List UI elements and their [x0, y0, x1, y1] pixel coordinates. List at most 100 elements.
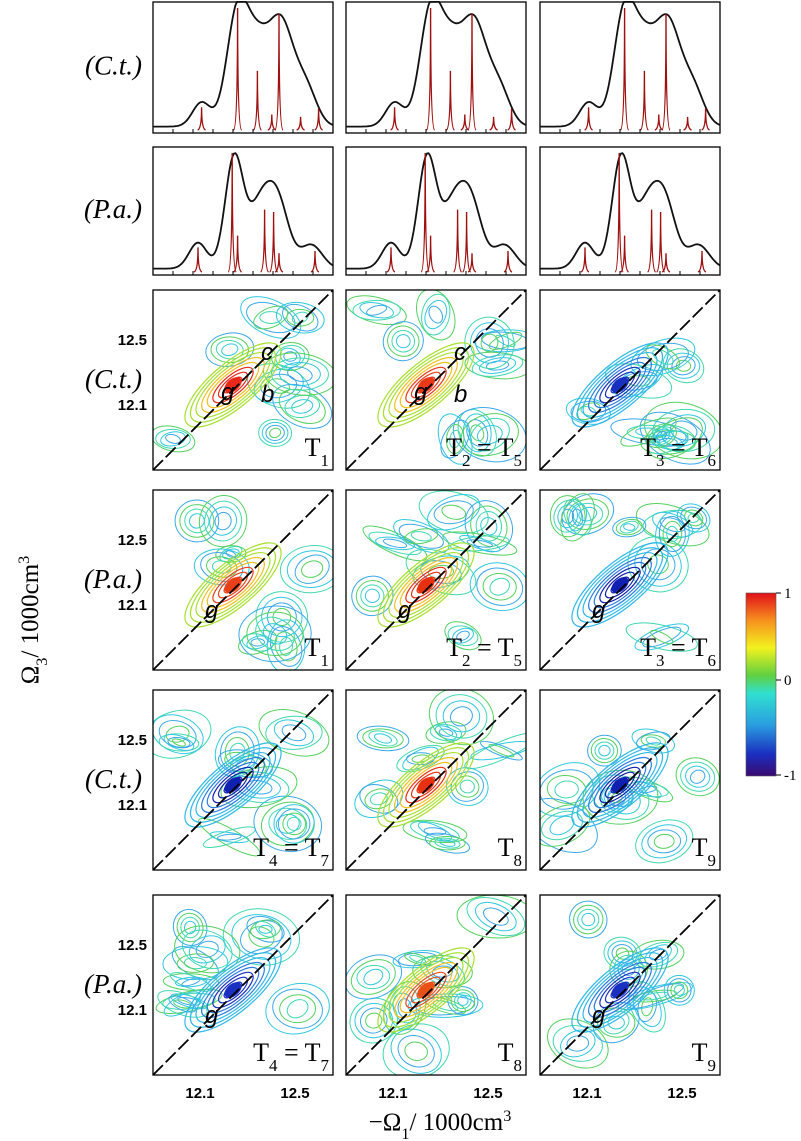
contour-map — [153, 490, 333, 670]
contour-line — [438, 728, 454, 737]
contour-line — [364, 788, 394, 810]
contour-core — [417, 377, 435, 393]
contour-line — [604, 371, 636, 399]
text-part: T — [305, 633, 321, 662]
spectrum-line — [314, 108, 323, 131]
contour-line — [645, 423, 677, 449]
contour-line — [169, 972, 213, 992]
diagonal — [346, 290, 526, 470]
spectrum-curve — [153, 152, 334, 270]
contour-line — [658, 515, 686, 553]
contour-line — [181, 929, 233, 970]
contour-line — [189, 547, 277, 623]
x-tick-label: 12.1 — [185, 1085, 214, 1102]
point-label: g — [414, 379, 428, 406]
diagonal — [346, 490, 526, 670]
contour-line — [475, 901, 517, 932]
contour-line — [278, 362, 321, 387]
contour-line — [270, 357, 329, 391]
contour-line — [489, 577, 510, 596]
panel-frame — [539, 894, 721, 1076]
contour-line — [382, 538, 408, 549]
contour-line — [452, 627, 474, 644]
y-tick-label: 12.1 — [118, 1002, 147, 1019]
contour-map — [153, 895, 333, 1075]
text-part: T — [692, 833, 708, 862]
contour-line — [684, 509, 704, 527]
spectrum-curve — [540, 0, 721, 128]
script-text: 8 — [514, 851, 522, 870]
contour-line — [272, 988, 323, 1029]
contour-line — [409, 954, 427, 964]
contour-core — [224, 982, 242, 998]
panel-frame — [345, 894, 527, 1076]
text-part: = T — [664, 433, 707, 462]
contour-line — [428, 564, 455, 580]
contour-line — [198, 495, 248, 548]
contour-line — [676, 503, 711, 533]
diagonal — [540, 895, 720, 1075]
spectrum-line — [467, 14, 477, 131]
contour-core — [224, 777, 242, 793]
contour-line — [269, 626, 303, 667]
contour-map — [346, 290, 526, 470]
contour-line — [377, 947, 475, 1033]
point-label: c — [454, 339, 466, 366]
spectrum-line — [227, 152, 237, 273]
contour-line — [382, 321, 424, 362]
contour-line — [279, 545, 333, 594]
contour-line — [177, 996, 201, 1006]
contour-line — [670, 981, 689, 1000]
contour-line — [258, 418, 293, 447]
contour-map — [346, 895, 526, 1075]
point-label: c — [261, 339, 273, 366]
spectrum-line — [445, 70, 455, 131]
text-part: / 1000cm — [17, 563, 44, 657]
contour-line — [214, 726, 260, 778]
contour-line — [635, 427, 662, 437]
contour-line — [362, 728, 404, 749]
contour-core — [224, 377, 242, 393]
y-tick-label: 12.1 — [118, 397, 147, 414]
contour-panel — [152, 689, 334, 871]
contour-line — [576, 547, 664, 623]
contour-line — [637, 991, 657, 1023]
contour-line — [480, 333, 499, 353]
contour-line — [633, 989, 678, 1003]
contour-line — [435, 694, 488, 739]
contour-line — [269, 427, 282, 439]
x-axis-label: −Ω1/ 1000cm3 — [369, 1107, 512, 1141]
contour-line — [563, 498, 592, 536]
contour-line — [287, 366, 313, 382]
panel-label: T1 — [305, 433, 329, 470]
contour-panel — [152, 289, 334, 471]
contour-line — [480, 740, 523, 761]
contour-line — [162, 946, 229, 981]
diagonal — [153, 690, 333, 870]
contour-line — [179, 504, 215, 538]
contour-line — [173, 999, 192, 1009]
contour-core — [417, 577, 435, 593]
spectrum-line — [274, 14, 284, 131]
colorbar — [745, 592, 777, 777]
contour-line — [193, 548, 250, 586]
contour-panel — [152, 489, 334, 671]
panel-frame — [539, 489, 721, 671]
contour-line — [647, 829, 682, 854]
contour-line — [359, 784, 399, 814]
contour-line — [427, 494, 481, 531]
contour-line — [153, 709, 212, 759]
contour-line — [568, 503, 588, 532]
point-label: g — [592, 1002, 606, 1029]
script-text: 2 — [462, 651, 470, 670]
script-text: 6 — [708, 651, 716, 670]
contour-line — [174, 925, 241, 974]
contour-line — [382, 347, 470, 423]
contour-line — [393, 519, 450, 554]
text-part: T — [498, 1038, 514, 1067]
contour-line — [405, 766, 447, 804]
text-part: T — [305, 433, 321, 462]
contour-panel — [152, 894, 334, 1076]
contour-line — [424, 832, 471, 854]
